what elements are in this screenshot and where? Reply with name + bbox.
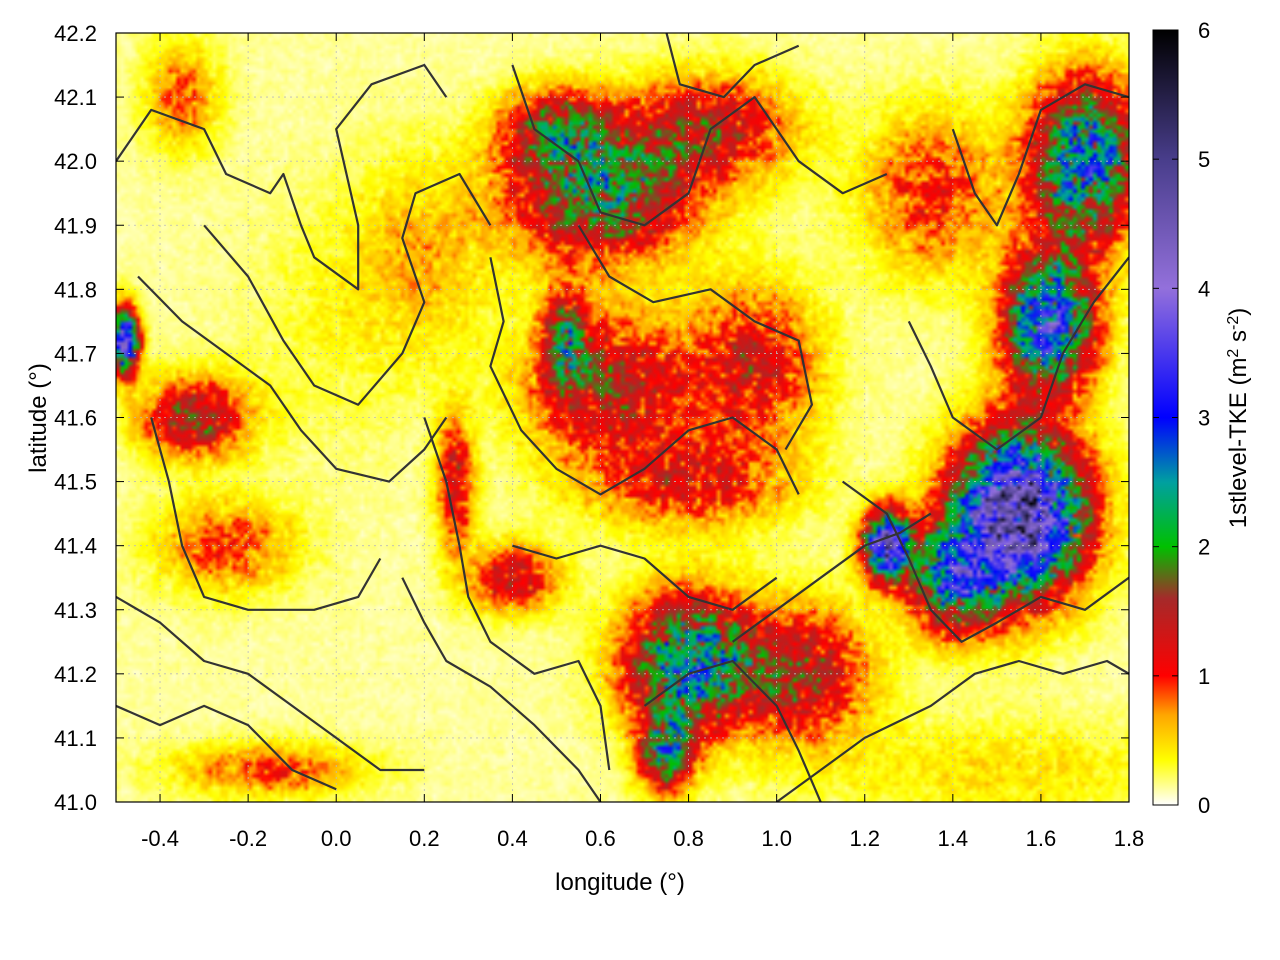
y-tick-label: 41.8 bbox=[54, 277, 97, 302]
x-tick-label: 1.6 bbox=[1026, 826, 1057, 851]
y-tick-label: 42.2 bbox=[54, 21, 97, 46]
colorbar-ticks: 0 1 2 3 4 5 6 bbox=[1153, 18, 1210, 818]
x-tick-label: 0.2 bbox=[409, 826, 440, 851]
colorbar-tick-label: 2 bbox=[1198, 535, 1210, 560]
y-axis-title: latitude (°) bbox=[25, 363, 52, 473]
x-tick-label: -0.4 bbox=[141, 826, 179, 851]
contour-line bbox=[731, 512, 932, 643]
contour-line bbox=[116, 63, 448, 291]
contour-line bbox=[116, 595, 425, 772]
x-tick-label: -0.2 bbox=[229, 826, 267, 851]
y-tick-label: 41.0 bbox=[54, 790, 97, 815]
colorbar-tick-label: 5 bbox=[1198, 147, 1210, 172]
colorbar-title-sup1: 2 bbox=[1225, 349, 1242, 358]
y-tick-label: 41.1 bbox=[54, 726, 97, 751]
y-tick-label: 41.9 bbox=[54, 213, 97, 238]
contour-line bbox=[511, 64, 888, 227]
y-tick-label: 41.4 bbox=[54, 534, 97, 559]
contour-line bbox=[401, 577, 602, 802]
contour-line bbox=[665, 33, 800, 99]
colorbar-tick-label: 6 bbox=[1198, 18, 1210, 43]
x-tick-label: 0.6 bbox=[585, 826, 616, 851]
contour-line bbox=[423, 417, 611, 771]
x-tick-label: 1.0 bbox=[761, 826, 792, 851]
x-tick-label: 1.2 bbox=[849, 826, 880, 851]
contour-line bbox=[577, 224, 813, 451]
colorbar-title-mid: s bbox=[1225, 330, 1252, 349]
y-tick-label: 42.0 bbox=[54, 149, 97, 174]
colorbar-title: 1stlevel-TKE (m2 s-2) bbox=[1225, 308, 1253, 529]
contour-line bbox=[150, 417, 382, 611]
contour-line bbox=[512, 544, 778, 611]
contour-line bbox=[951, 83, 1129, 227]
y-tick-label: 41.5 bbox=[54, 470, 97, 495]
x-tick-label: 0.4 bbox=[497, 826, 528, 851]
contour-line bbox=[776, 659, 1129, 802]
colorbar-tick-label: 4 bbox=[1198, 276, 1210, 301]
y-tick-label: 41.7 bbox=[54, 341, 97, 366]
grid-lines bbox=[116, 33, 1129, 802]
colorbar-tick-label: 3 bbox=[1198, 406, 1210, 431]
contour-line bbox=[203, 172, 492, 406]
contour-line bbox=[116, 704, 337, 791]
contour-line bbox=[842, 480, 1129, 643]
y-axis: 41.0 41.1 41.2 41.3 41.4 41.5 41.6 41.7 41.8 41.9… bbox=[54, 21, 1129, 815]
x-tick-label: 0.0 bbox=[321, 826, 352, 851]
colorbar-title-main: 1stlevel-TKE (m bbox=[1225, 358, 1252, 529]
colorbar-tick-label: 0 bbox=[1198, 793, 1210, 818]
x-tick-label: 1.4 bbox=[938, 826, 969, 851]
colorbar-title-end: ) bbox=[1225, 308, 1252, 316]
x-axis: -0.4 -0.2 0.0 0.2 0.4 0.6 0.8 1.0 1.2 1.4 1.6 1.8 bbox=[141, 33, 1144, 851]
contour-line bbox=[907, 256, 1129, 451]
x-tick-label: 1.8 bbox=[1114, 826, 1145, 851]
y-tick-label: 41.3 bbox=[54, 598, 97, 623]
colorbar-tick-label: 1 bbox=[1198, 664, 1210, 689]
colorbar-title-sup2: -2 bbox=[1225, 316, 1242, 330]
orography-contours bbox=[116, 33, 1129, 802]
contour-line bbox=[137, 275, 448, 483]
y-tick-label: 41.6 bbox=[54, 406, 97, 431]
y-tick-label: 42.1 bbox=[54, 85, 97, 110]
x-tick-label: 0.8 bbox=[673, 826, 704, 851]
contour-line bbox=[489, 257, 800, 496]
y-tick-label: 41.2 bbox=[54, 662, 97, 687]
x-axis-title: longitude (°) bbox=[555, 869, 685, 896]
contour-line bbox=[643, 659, 822, 802]
